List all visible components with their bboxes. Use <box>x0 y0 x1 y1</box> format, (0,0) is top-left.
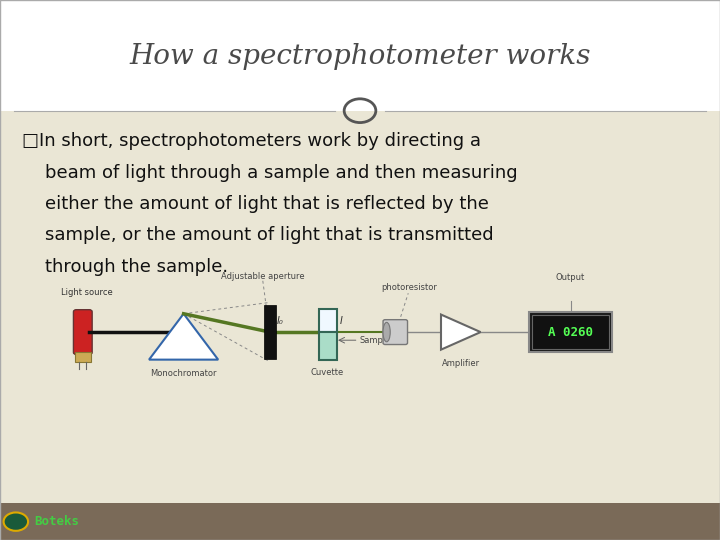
Bar <box>75 352 91 362</box>
Text: photoresistor: photoresistor <box>382 282 438 292</box>
Text: How a spectrophotometer works: How a spectrophotometer works <box>130 43 590 70</box>
Text: Monochromator: Monochromator <box>150 369 217 379</box>
Text: Output: Output <box>556 273 585 282</box>
FancyBboxPatch shape <box>529 312 612 352</box>
Ellipse shape <box>383 322 390 342</box>
Bar <box>319 332 337 360</box>
Bar <box>0 503 720 540</box>
Text: through the sample.: through the sample. <box>22 258 228 275</box>
Text: Amplifier: Amplifier <box>442 360 480 368</box>
Polygon shape <box>149 314 218 360</box>
Text: A 0260: A 0260 <box>548 326 593 339</box>
Text: Sample: Sample <box>360 336 392 345</box>
Text: Light source: Light source <box>60 288 112 297</box>
Text: I₀: I₀ <box>277 315 284 326</box>
Text: sample, or the amount of light that is transmitted: sample, or the amount of light that is t… <box>22 226 493 244</box>
Bar <box>0 111 720 540</box>
Circle shape <box>4 512 28 531</box>
Text: either the amount of light that is reflected by the: either the amount of light that is refle… <box>22 195 488 213</box>
Bar <box>264 305 276 359</box>
FancyBboxPatch shape <box>73 309 92 354</box>
Text: I: I <box>341 315 343 326</box>
Bar <box>0 0 720 111</box>
Polygon shape <box>441 314 481 350</box>
Text: Cuvette: Cuvette <box>311 368 344 377</box>
Text: Boteks: Boteks <box>35 515 79 528</box>
Text: beam of light through a sample and then measuring: beam of light through a sample and then … <box>22 164 517 181</box>
Text: □In short, spectrophotometers work by directing a: □In short, spectrophotometers work by di… <box>22 132 481 150</box>
FancyBboxPatch shape <box>383 320 408 345</box>
FancyBboxPatch shape <box>532 315 609 349</box>
Text: Adjustable aperture: Adjustable aperture <box>221 272 305 281</box>
Bar <box>319 309 337 332</box>
